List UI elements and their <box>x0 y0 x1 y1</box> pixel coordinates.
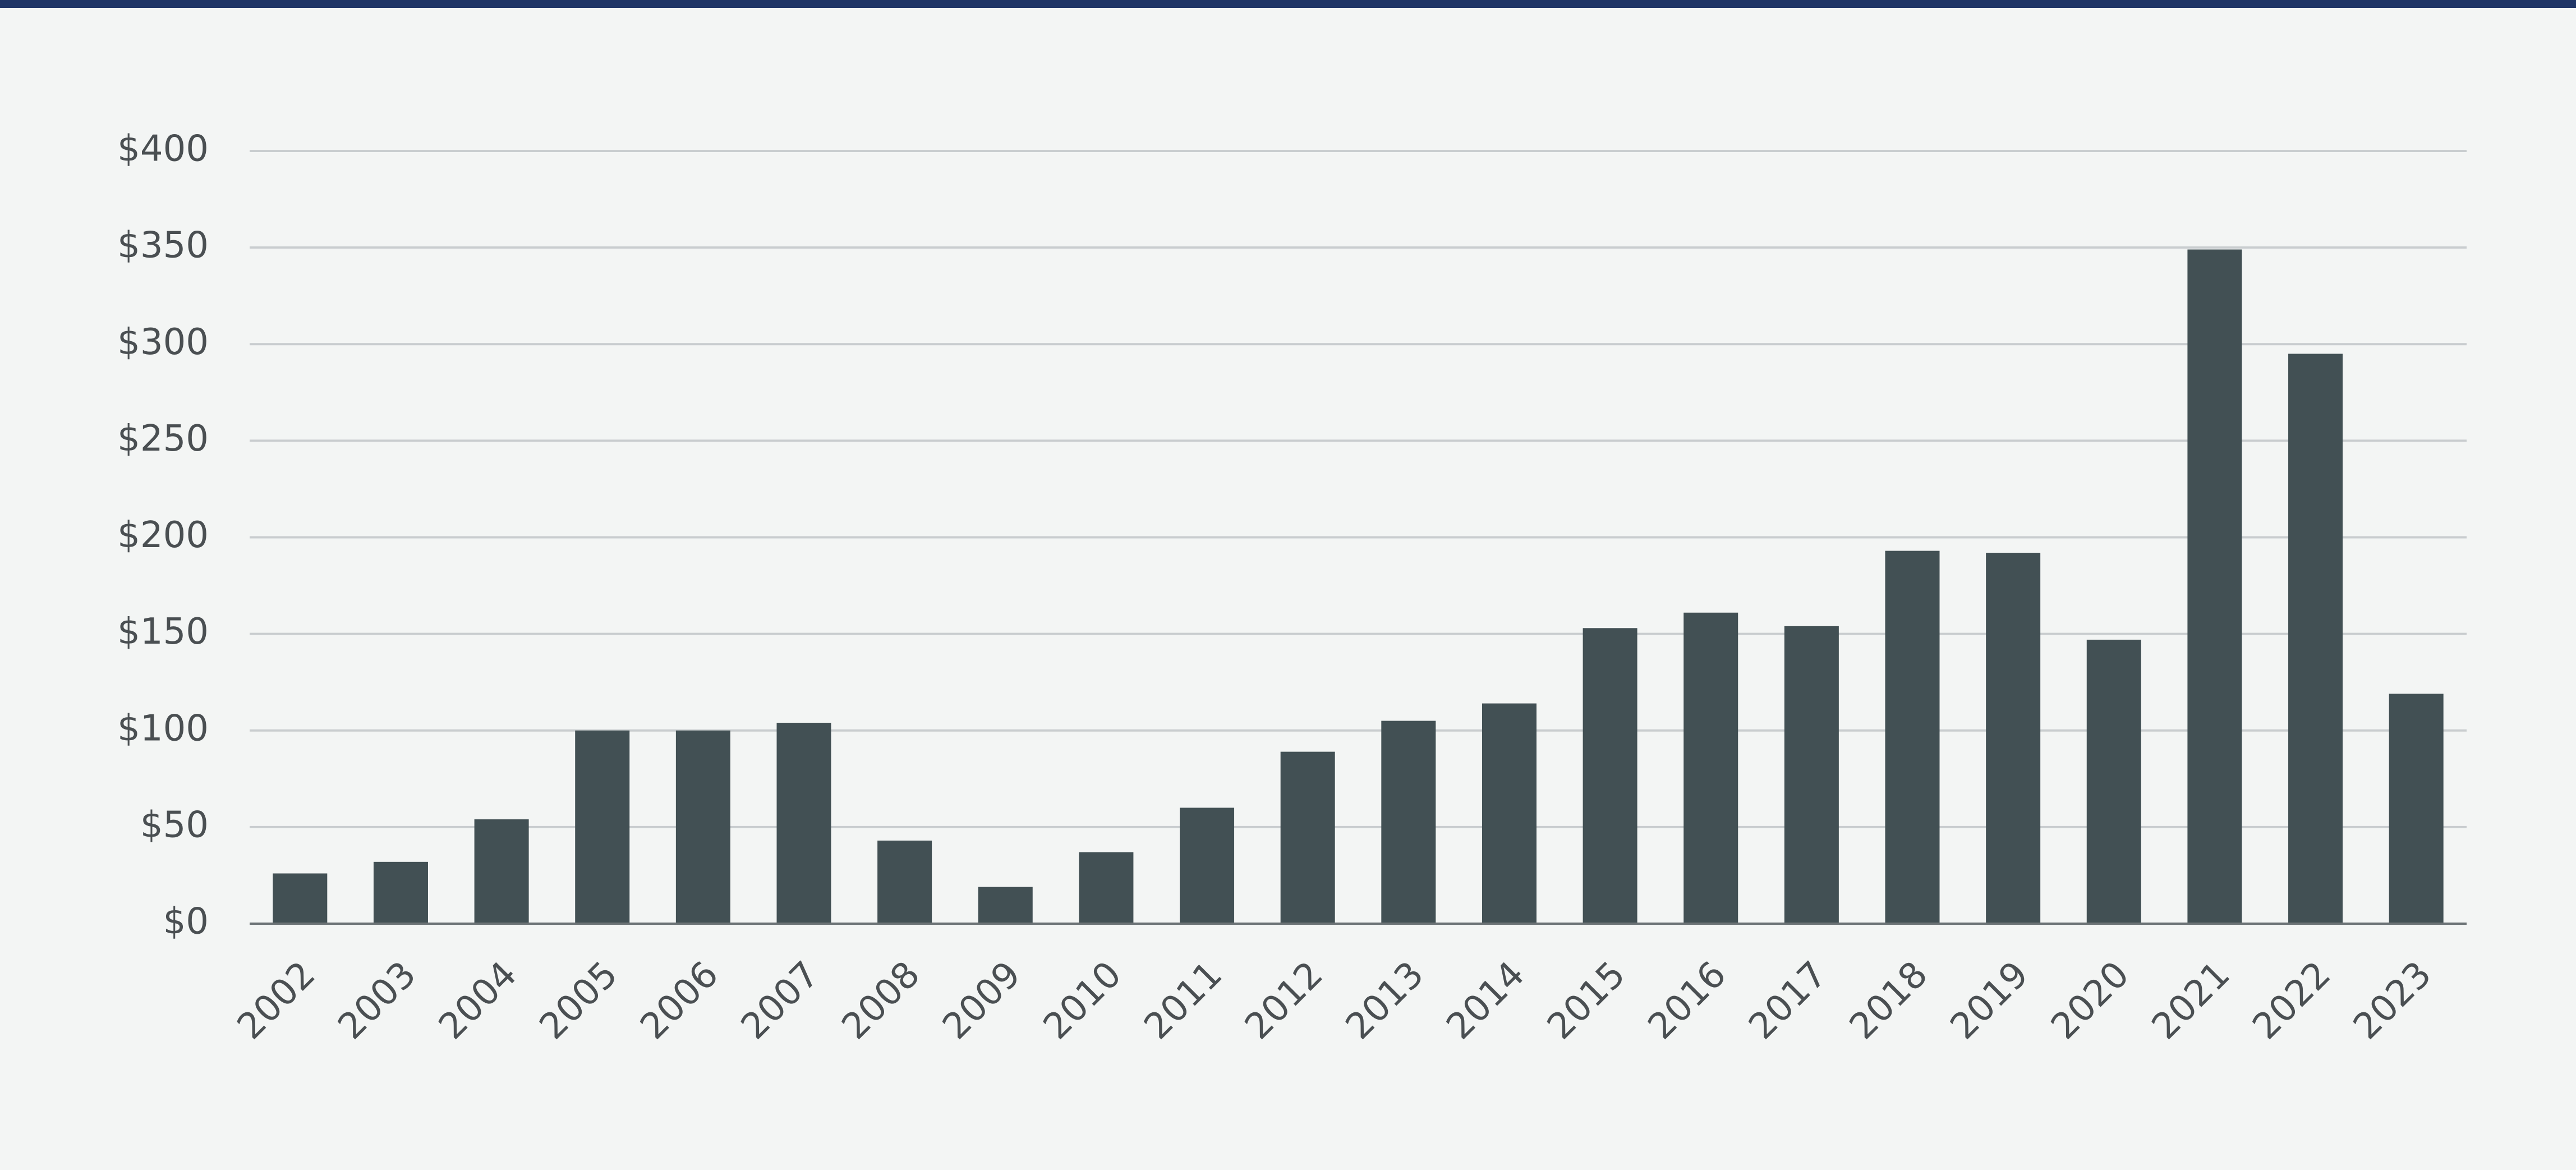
bar <box>1986 553 2041 924</box>
bar <box>1683 612 1738 924</box>
x-tick-label: 2007 <box>733 953 827 1047</box>
bar <box>373 861 428 924</box>
bar <box>1885 550 1940 924</box>
x-tick-label: 2013 <box>1338 953 1432 1047</box>
y-tick-label: $250 <box>117 418 209 460</box>
x-tick-label: 2004 <box>431 953 525 1047</box>
bar <box>1180 807 1235 924</box>
bar <box>978 887 1033 924</box>
x-tick-label: 2021 <box>2144 953 2238 1047</box>
bar <box>776 722 831 924</box>
y-tick-label: $0 <box>163 901 209 943</box>
y-tick-label: $100 <box>117 708 209 749</box>
y-tick-label: $350 <box>117 225 209 267</box>
bar <box>1482 703 1537 924</box>
bar <box>1381 721 1436 924</box>
bar <box>474 819 529 924</box>
x-tick-label: 2015 <box>1539 953 1633 1047</box>
bar <box>2187 249 2242 924</box>
x-tick-label: 2005 <box>532 953 625 1047</box>
y-tick-label: $150 <box>117 611 209 653</box>
x-tick-label: 2006 <box>633 953 726 1047</box>
bar <box>1583 628 1637 924</box>
bar <box>877 840 932 924</box>
bar <box>273 873 328 924</box>
x-tick-label: 2023 <box>2345 953 2439 1047</box>
x-tick-label: 2017 <box>1741 953 1835 1047</box>
bar <box>2389 694 2444 924</box>
x-tick-label: 2002 <box>229 953 323 1047</box>
y-tick-label: $400 <box>117 129 209 170</box>
x-tick-label: 2014 <box>1439 953 1533 1047</box>
x-tick-label: 2016 <box>1640 953 1734 1047</box>
x-tick-label: 2012 <box>1237 953 1331 1047</box>
x-tick-label: 2020 <box>2044 953 2137 1047</box>
x-tick-label: 2003 <box>330 953 424 1047</box>
bar <box>2086 639 2141 924</box>
y-tick-label: $50 <box>140 804 209 846</box>
bar <box>575 730 630 924</box>
x-tick-label: 2010 <box>1036 953 1129 1047</box>
bar <box>2288 354 2343 924</box>
bar <box>675 730 730 924</box>
x-tick-label: 2022 <box>2245 953 2339 1047</box>
x-tick-label: 2018 <box>1842 953 1935 1047</box>
x-tick-label: 2011 <box>1137 953 1230 1047</box>
bar <box>1079 852 1134 924</box>
x-tick-label: 2019 <box>1943 953 2036 1047</box>
bar <box>1784 626 1839 924</box>
x-tick-label: 2009 <box>935 953 1029 1047</box>
y-tick-label: $200 <box>117 515 209 556</box>
y-tick-label: $300 <box>117 322 209 363</box>
bar <box>1280 751 1335 924</box>
x-tick-label: 2008 <box>834 953 928 1047</box>
top-border <box>0 0 2576 8</box>
